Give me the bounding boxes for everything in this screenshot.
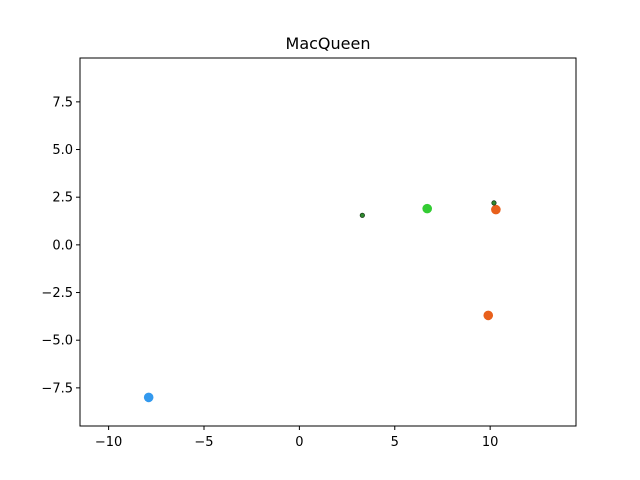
x-tick-label: 0 [295,435,303,450]
y-tick-label: −7.5 [41,381,73,396]
x-tick-label: 5 [391,435,399,450]
scatter-point [483,310,494,321]
y-tick-label: −5.0 [41,334,73,349]
x-tick-label: −10 [95,435,122,450]
scatter-point [422,203,433,214]
y-tick-label: 2.5 [52,191,73,206]
x-tick-label: 10 [482,435,499,450]
scatter-point [491,204,501,215]
x-tick-label: −5 [194,435,213,450]
data-points [143,200,501,403]
y-tick-label: 0.0 [52,238,73,253]
y-tick-label: −2.5 [41,286,73,301]
scatter-point [491,200,497,206]
scatter-point [143,392,154,403]
plot-area-frame [79,57,577,427]
y-tick-label: 7.5 [52,95,73,110]
y-axis: −7.5 −5.0 −2.5 0.0 2.5 5.0 7.5 [41,95,80,396]
x-axis: −10 −5 0 5 10 [95,426,499,450]
scatter-point [359,212,365,218]
chart-title: MacQueen [286,34,371,53]
y-tick-label: 5.0 [52,143,73,158]
